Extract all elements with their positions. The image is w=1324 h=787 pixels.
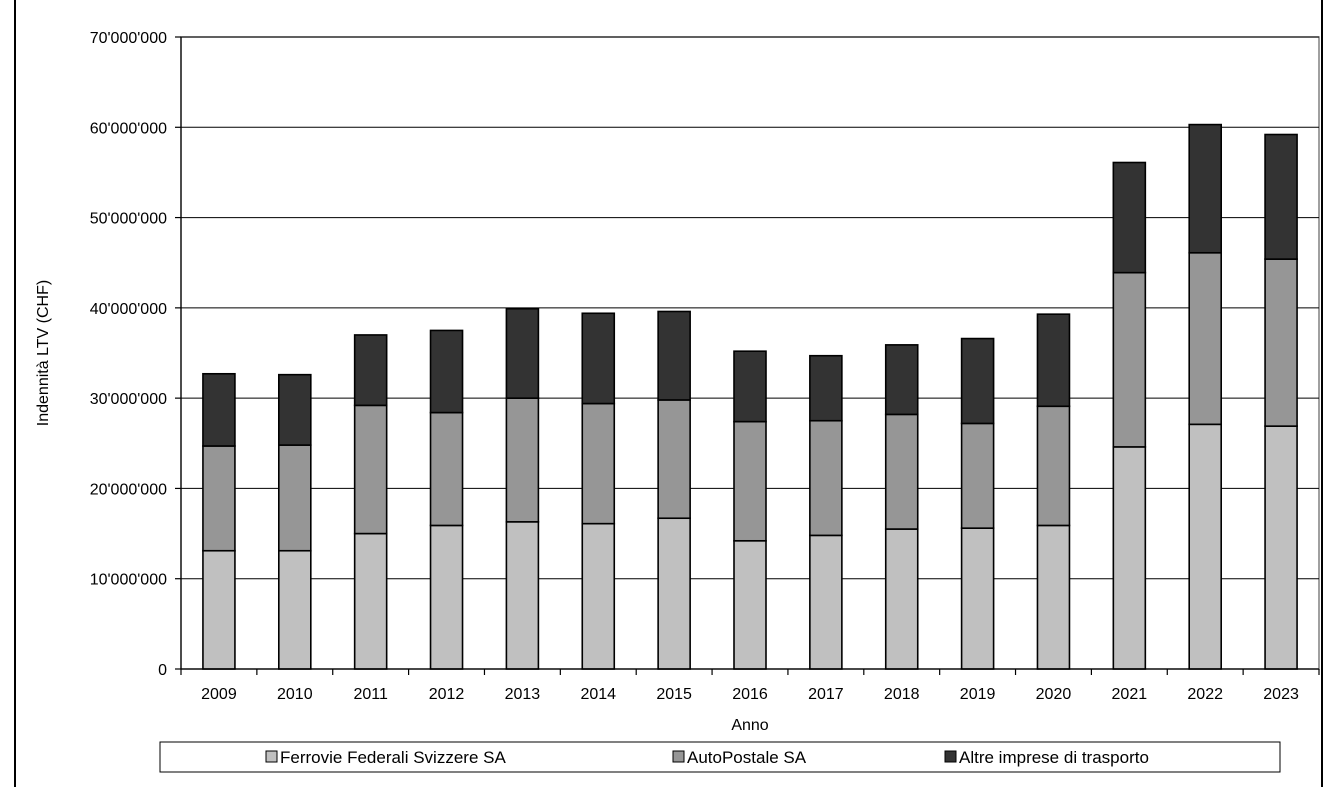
legend-box [159,741,1281,773]
bar-segment [1112,446,1147,670]
bar-segment [809,419,843,537]
bar-segment [884,413,919,530]
bar-segment [1036,405,1071,527]
x-tick-label: 2022 [1187,686,1223,703]
bar-segment [505,397,540,523]
x-tick-label: 2015 [656,686,692,703]
x-tick-label: 2018 [884,686,920,703]
bar-segment [1112,161,1147,274]
bar-segment [1036,524,1071,670]
legend-swatch [265,750,278,763]
bar-segment [429,524,464,670]
x-tick-label: 2013 [505,686,541,703]
bar-segment [353,532,388,670]
bar-segment [505,521,540,670]
bar-segment [429,329,464,414]
bar-segment [960,422,995,529]
x-tick-label: 2019 [960,686,996,703]
x-tick-label: 2023 [1263,686,1299,703]
bar-segment [277,549,312,670]
bar-segment [1188,251,1222,426]
bar-segment [277,373,312,446]
y-tick-label: 0 [158,662,167,679]
y-tick-label: 70'000'000 [90,30,167,47]
x-tick-label: 2014 [580,686,616,703]
bar-segment [960,527,995,670]
x-tick-label: 2016 [732,686,768,703]
x-tick-label: 2010 [277,686,313,703]
y-tick-label: 50'000'000 [90,211,167,228]
x-tick-label: 2017 [808,686,844,703]
legend: Ferrovie Federali Svizzere SA AutoPostale… [159,741,1281,773]
x-tick-label: 2011 [353,686,388,703]
bar-segment [505,307,540,399]
bar-segment [1264,258,1298,427]
bar-segment [657,399,691,520]
y-tick-label: 40'000'000 [90,301,167,318]
bar-segment [353,404,388,535]
bar-segment [581,312,616,405]
bar-segment [353,334,388,407]
bar-segment [429,411,464,527]
bar-segment [277,444,312,552]
bar-segment [1188,423,1222,670]
legend-label: Ferrovie Federali Svizzere SA [280,748,506,767]
x-axis-title: Anno [731,717,768,734]
bars [202,123,1298,670]
x-tick-label: 2009 [201,686,237,703]
y-tick-label: 20'000'000 [90,481,167,498]
x-axis-ticks: 2009 2010 2011 2012 2013 2014 2015 2016 2017 2018… [180,669,1320,703]
bar-segment [581,522,616,670]
bar-segment [733,420,767,542]
x-tick-label: 2012 [429,686,465,703]
bar-segment [809,354,843,422]
y-axis-title: Indennità LTV (CHF) [35,280,52,426]
bar-segment [657,517,691,670]
bar-segment [809,534,843,670]
bar-segment [202,549,236,670]
y-tick-label: 60'000'000 [90,120,167,137]
x-tick-label: 2020 [1036,686,1072,703]
legend-swatch [672,750,685,763]
bar-segment [884,344,919,416]
x-tick-label: 2021 [1112,686,1148,703]
bar-segment [581,402,616,525]
bar-segment [960,337,995,425]
bar-segment [202,372,236,447]
legend-label: Altre imprese di trasporto [959,748,1149,767]
legend-label: AutoPostale SA [687,748,807,767]
bar-segment [657,310,691,401]
y-axis-ticks: 0 10'000'000 20'000'000 30'000'000 40'000'00… [90,30,181,679]
bar-segment [1036,313,1071,408]
bar-segment [733,350,767,423]
bar-segment [1264,133,1298,260]
bar-segment [733,539,767,670]
bar-segment [1264,425,1298,670]
bar-segment [884,528,919,670]
bar-segment [202,445,236,552]
bar-segment [1188,123,1222,254]
legend-swatch [944,750,957,763]
y-tick-label: 10'000'000 [90,572,167,589]
y-tick-label: 30'000'000 [90,391,167,408]
bar-segment [1112,271,1147,448]
